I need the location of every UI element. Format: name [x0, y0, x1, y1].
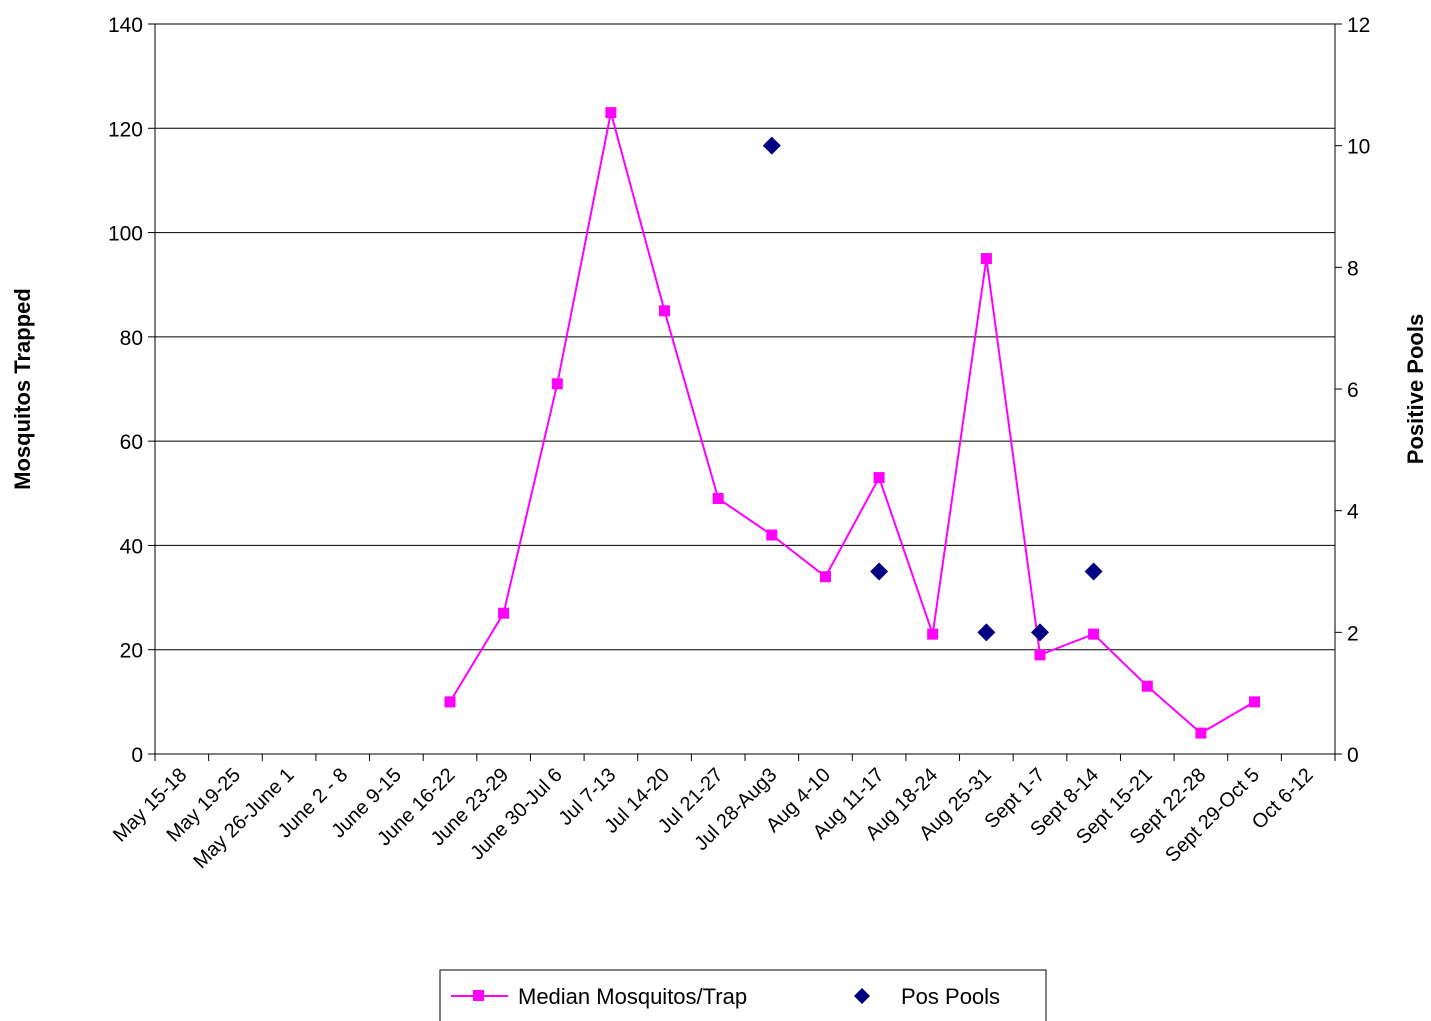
data-point [659, 305, 670, 317]
data-point [1084, 562, 1103, 581]
data-point [444, 696, 456, 708]
series-pos-pools [762, 136, 1103, 642]
y-axis-title: Mosquitos Trapped [10, 288, 35, 490]
data-point [977, 623, 996, 642]
legend-square-marker [473, 990, 484, 1001]
gridlines [155, 23, 1335, 651]
data-point [551, 378, 563, 390]
y-tick-label: 0 [131, 744, 143, 767]
data-point [927, 628, 939, 640]
y-tick-label: 60 [120, 431, 143, 454]
data-point [1031, 623, 1049, 642]
y2-axis-title: Positive Pools [1403, 314, 1428, 464]
data-point [1034, 649, 1046, 661]
y2-tick-label: 4 [1347, 501, 1359, 524]
y-tick-label: 140 [108, 14, 143, 37]
axes [154, 24, 1336, 755]
right-y-ticks: 0 2 4 6 8 10 12 [1335, 14, 1370, 767]
data-point [498, 607, 510, 619]
data-point [1088, 628, 1100, 640]
left-y-ticks: 0 20 40 60 80 100 120 140 [108, 14, 155, 767]
data-point [870, 562, 889, 581]
y2-tick-label: 6 [1347, 379, 1359, 402]
legend-label-pos-pools: Pos Pools [901, 984, 1000, 1009]
data-point [605, 107, 617, 119]
series-median-mosquitos [444, 107, 1260, 739]
y-tick-label: 80 [120, 327, 143, 350]
data-point [762, 136, 781, 155]
data-point [1249, 696, 1260, 708]
y2-tick-label: 0 [1347, 744, 1359, 767]
legend-label-median: Median Mosquitos/Trap [518, 984, 747, 1009]
data-point [712, 493, 724, 504]
legend-box [439, 969, 1047, 1021]
data-point [1195, 727, 1207, 739]
data-point [766, 529, 778, 541]
legend-diamond-marker [854, 988, 870, 1004]
legend: Median Mosquitos/Trap Pos Pools [439, 969, 1047, 1021]
y2-tick-label: 2 [1347, 622, 1359, 645]
y-tick-label: 20 [120, 640, 143, 663]
y2-tick-label: 8 [1347, 257, 1359, 280]
y-tick-label: 40 [120, 535, 143, 558]
data-point [1141, 680, 1153, 692]
y2-tick-label: 10 [1347, 136, 1370, 159]
x-tick-label: Sept 29-Oct 5 [1161, 764, 1264, 867]
y2-tick-label: 12 [1347, 14, 1370, 37]
series-line [449, 112, 1256, 735]
data-point [980, 253, 992, 265]
y-tick-label: 100 [108, 223, 143, 246]
data-point [820, 571, 831, 583]
y-tick-label: 120 [108, 118, 143, 141]
data-point [873, 472, 885, 484]
